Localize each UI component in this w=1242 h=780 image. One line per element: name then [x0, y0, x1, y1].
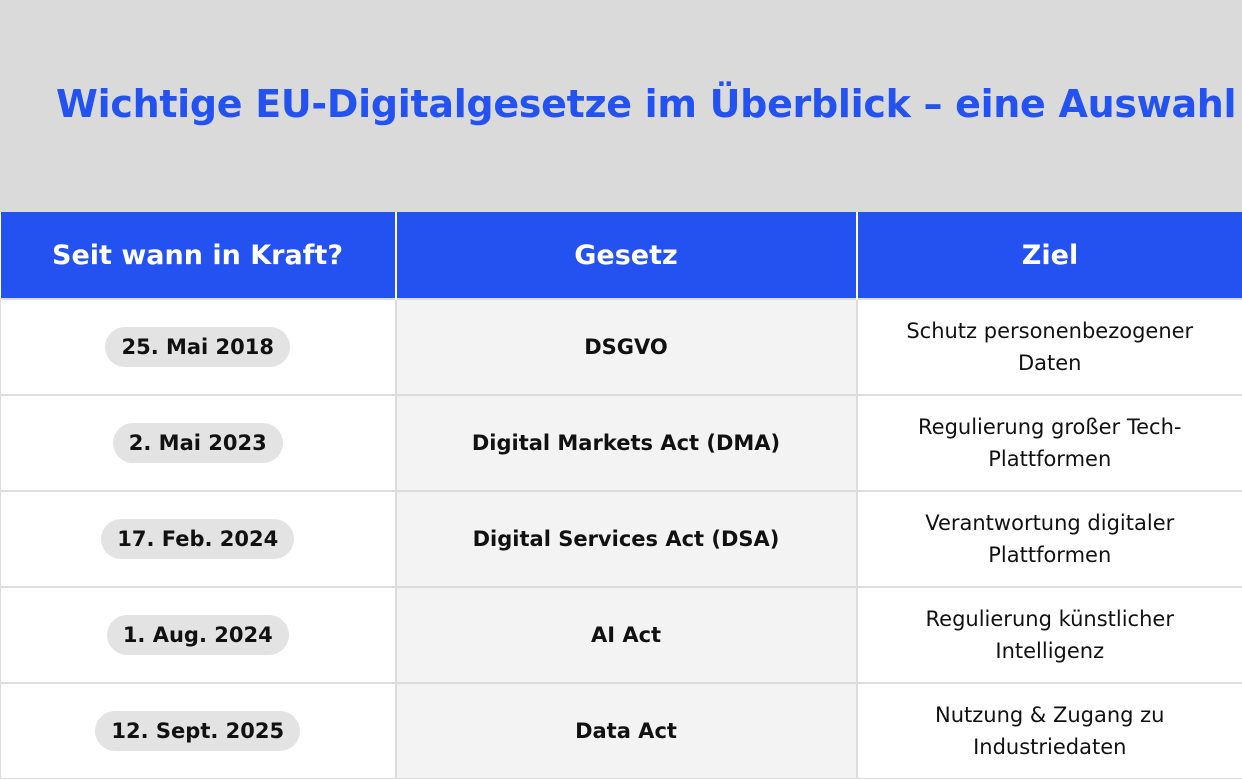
date-badge: 2. Mai 2023 — [112, 423, 283, 463]
title-band: Wichtige EU-Digitalgesetze im Überblick … — [0, 0, 1242, 212]
column-header-goal: Ziel — [855, 212, 1242, 299]
goal-text: Verantwortung digitaler Plattformen — [925, 511, 1175, 567]
table-row: 2. Mai 2023 Digital Markets Act (DMA) Re… — [0, 394, 1242, 491]
date-cell: 12. Sept. 2025 — [0, 682, 396, 779]
law-cell: DSGVO — [394, 298, 857, 395]
goal-cell: Regulierung großer Tech-Plattformen — [855, 394, 1242, 491]
goal-text: Nutzung & Zugang zu Industriedaten — [935, 703, 1165, 759]
date-badge: 12. Sept. 2025 — [95, 711, 301, 751]
goal-cell: Regulierung künstlicher Intelligenz — [855, 586, 1242, 683]
table-row: 12. Sept. 2025 Data Act Nutzung & Zugang… — [0, 682, 1242, 779]
date-badge: 1. Aug. 2024 — [106, 615, 289, 655]
table-row: 17. Feb. 2024 Digital Services Act (DSA)… — [0, 490, 1242, 587]
table-header-row: Seit wann in Kraft? Gesetz Ziel — [0, 212, 1242, 299]
goal-cell: Nutzung & Zugang zu Industriedaten — [855, 682, 1242, 779]
column-header-law: Gesetz — [394, 212, 857, 299]
date-badge: 25. Mai 2018 — [105, 327, 291, 367]
column-header-date: Seit wann in Kraft? — [0, 212, 396, 299]
law-cell: AI Act — [394, 586, 857, 683]
table-row: 1. Aug. 2024 AI Act Regulierung künstlic… — [0, 586, 1242, 683]
date-cell: 1. Aug. 2024 — [0, 586, 396, 683]
goal-cell: Schutz personenbezogener Daten — [855, 298, 1242, 395]
law-cell: Data Act — [394, 682, 857, 779]
date-cell: 17. Feb. 2024 — [0, 490, 396, 587]
law-cell: Digital Markets Act (DMA) — [394, 394, 857, 491]
laws-table: Seit wann in Kraft? Gesetz Ziel 25. Mai … — [0, 212, 1242, 779]
goal-cell: Verantwortung digitaler Plattformen — [855, 490, 1242, 587]
goal-text: Schutz personenbezogener Daten — [906, 319, 1194, 375]
goal-text: Regulierung großer Tech-Plattformen — [918, 415, 1182, 471]
goal-text: Regulierung künstlicher Intelligenz — [925, 607, 1174, 663]
page-title: Wichtige EU-Digitalgesetze im Überblick … — [56, 82, 1237, 126]
date-cell: 2. Mai 2023 — [0, 394, 396, 491]
table-row: 25. Mai 2018 DSGVO Schutz personenbezoge… — [0, 298, 1242, 395]
date-badge: 17. Feb. 2024 — [101, 519, 295, 559]
law-cell: Digital Services Act (DSA) — [394, 490, 857, 587]
date-cell: 25. Mai 2018 — [0, 298, 396, 395]
